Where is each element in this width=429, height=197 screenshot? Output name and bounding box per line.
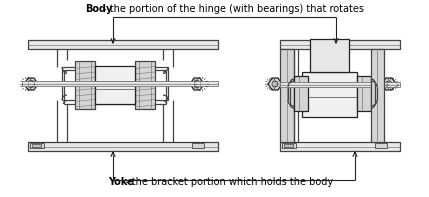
Text: - the portion of the hinge (with bearings) that rotates: - the portion of the hinge (with bearing… <box>100 4 364 14</box>
Bar <box>28 142 218 151</box>
Bar <box>294 76 308 111</box>
Polygon shape <box>190 78 204 90</box>
Bar <box>282 143 296 148</box>
Bar <box>280 82 400 87</box>
Bar <box>30 143 44 148</box>
Bar <box>375 143 387 148</box>
Polygon shape <box>24 78 38 90</box>
Bar <box>371 49 384 142</box>
Bar <box>357 76 371 111</box>
Bar <box>135 61 155 109</box>
Bar <box>75 61 95 109</box>
Bar <box>192 143 204 148</box>
Bar <box>280 142 400 151</box>
Circle shape <box>27 81 34 87</box>
Bar <box>310 39 349 72</box>
Bar <box>22 81 218 86</box>
Circle shape <box>193 81 200 87</box>
Text: Body: Body <box>85 4 112 14</box>
Polygon shape <box>268 78 282 90</box>
Bar <box>280 40 400 49</box>
Bar <box>32 144 41 147</box>
Text: - the bracket portion which holds the body: - the bracket portion which holds the bo… <box>122 177 333 187</box>
Circle shape <box>386 81 392 87</box>
Bar <box>284 144 293 147</box>
Bar <box>28 40 218 49</box>
Circle shape <box>272 81 278 87</box>
Bar <box>95 66 135 104</box>
Bar <box>302 72 357 117</box>
Bar <box>280 49 294 142</box>
Text: Yoke: Yoke <box>108 177 134 187</box>
Polygon shape <box>382 78 396 90</box>
